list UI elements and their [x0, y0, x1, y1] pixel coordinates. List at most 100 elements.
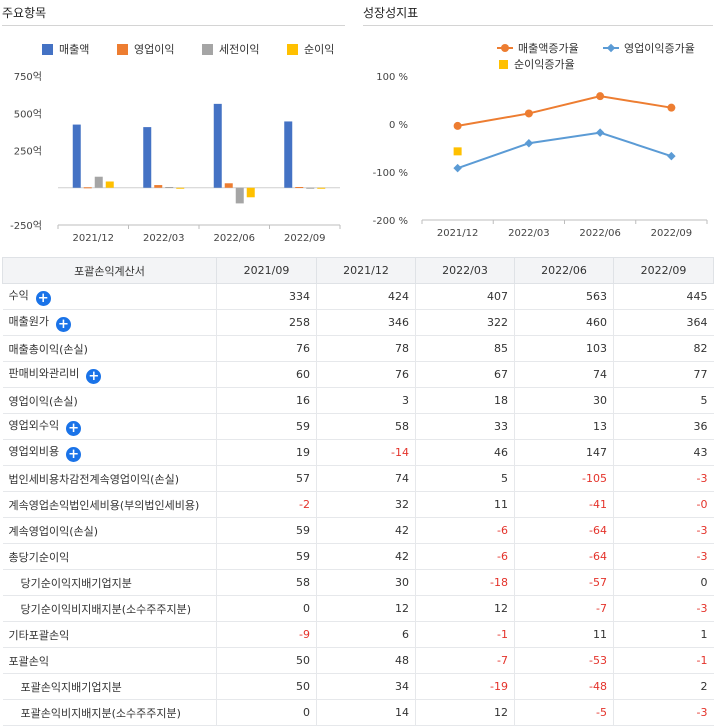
- value-cell: 58: [216, 569, 317, 596]
- table-row: 총당기순이익 59 42 -6 -64 -3: [2, 543, 714, 570]
- bar-sales[interactable]: [213, 103, 222, 188]
- bar-op-income[interactable]: [83, 187, 92, 189]
- expand-plus-icon[interactable]: +: [86, 369, 102, 384]
- value-cell: -1: [613, 647, 714, 674]
- bar-pretax[interactable]: [94, 176, 103, 188]
- value-cell: 16: [216, 387, 317, 414]
- row-label: 법인세비용차감전계속영업이익(손실): [8, 472, 180, 486]
- value-cell: 33: [415, 413, 515, 440]
- legend-sales-growth[interactable]: 매출액증가율: [497, 40, 579, 56]
- bar-net[interactable]: [317, 187, 326, 189]
- expand-plus-icon[interactable]: +: [35, 291, 51, 306]
- legend-net-growth[interactable]: 순이익증가율: [495, 56, 575, 72]
- row-label-cell: 당기순이익비지배지분(소수주주지분): [2, 595, 217, 622]
- value-cell: -6: [415, 517, 515, 544]
- value-cell: 59: [216, 543, 317, 570]
- value-cell: 74: [316, 465, 416, 492]
- legend-net[interactable]: 순이익: [287, 41, 334, 57]
- point-sales-growth[interactable]: [524, 109, 533, 118]
- bar-sales[interactable]: [284, 121, 293, 188]
- point-op-growth[interactable]: [453, 163, 462, 173]
- bar-net[interactable]: [176, 187, 185, 189]
- x-tick-label: 2021/12: [72, 233, 114, 244]
- value-cell: -3: [613, 595, 714, 622]
- bar-sales[interactable]: [143, 127, 152, 188]
- point-sales-growth[interactable]: [667, 103, 676, 112]
- value-cell: 147: [514, 439, 614, 466]
- value-cell: 57: [216, 465, 317, 492]
- x-tick-label: 2021/12: [437, 228, 479, 239]
- value-cell: 258: [216, 309, 317, 336]
- bar-pretax[interactable]: [235, 187, 244, 204]
- header-period: 2021/09: [216, 257, 317, 284]
- value-cell: 46: [415, 439, 515, 466]
- value-cell: 3: [316, 387, 416, 414]
- value-cell: -14: [316, 439, 416, 466]
- point-net-growth[interactable]: [453, 147, 462, 156]
- point-op-growth[interactable]: [667, 151, 676, 161]
- bar-net[interactable]: [246, 187, 255, 198]
- value-cell: 76: [316, 361, 416, 388]
- table-row: 법인세비용차감전계속영업이익(손실) 57 74 5 -105 -3: [2, 465, 714, 492]
- point-op-growth[interactable]: [595, 128, 605, 137]
- table-row: 포괄손익지배기업지분 50 34 -19 -48 2: [2, 673, 714, 700]
- value-cell: -64: [514, 517, 614, 544]
- legend-label-op-income: 영업이익: [134, 43, 175, 56]
- expand-plus-icon[interactable]: +: [55, 317, 71, 332]
- row-label: 매출원가: [8, 315, 49, 328]
- expand-plus-icon[interactable]: +: [66, 447, 82, 462]
- table-row: 계속영업이익(손실) 59 42 -6 -64 -3: [2, 517, 714, 544]
- row-label: 포괄손익: [8, 654, 49, 668]
- row-label-cell: 포괄손익비지배지분(소수주주지분): [2, 699, 217, 726]
- value-cell: 11: [415, 491, 515, 518]
- line-chart: -200 % -100 % 0 % 100 % 2021/12 2022/03 2022/0…: [373, 72, 708, 239]
- y-tick-label: -250억: [10, 220, 42, 232]
- value-cell: 5: [415, 465, 515, 492]
- table-row: 영업이익(손실) 16 3 18 30 5: [2, 387, 714, 414]
- value-cell: 563: [514, 283, 614, 310]
- header-period: 2021/12: [316, 257, 416, 284]
- right-chart-title: 성장성지표: [363, 6, 419, 20]
- legend-swatch-op-income: [117, 43, 128, 55]
- bar-net[interactable]: [105, 181, 114, 188]
- row-label: 영업외비용: [8, 445, 60, 458]
- point-op-growth[interactable]: [524, 138, 534, 148]
- legend-swatch-sales: [42, 43, 53, 55]
- table-row: 당기순이익지배기업지분 58 30 -18 -57 0: [2, 569, 714, 596]
- value-cell: -5: [514, 699, 614, 726]
- x-tick-label: 2022/06: [579, 228, 621, 239]
- value-cell: 50: [216, 673, 317, 700]
- bar-op-income[interactable]: [224, 183, 233, 188]
- bar-pretax[interactable]: [306, 187, 315, 189]
- point-sales-growth[interactable]: [596, 92, 605, 101]
- bar-op-income[interactable]: [154, 185, 163, 188]
- value-cell: 50: [216, 647, 317, 674]
- value-cell: -48: [514, 673, 614, 700]
- point-sales-growth[interactable]: [453, 121, 462, 130]
- bar-sales[interactable]: [72, 124, 81, 188]
- value-cell: 12: [316, 595, 416, 622]
- legend-label-net-growth: 순이익증가율: [514, 58, 575, 71]
- legend-op-growth[interactable]: 영업이익증가율: [603, 40, 695, 56]
- y-tick-label: 750억: [14, 71, 42, 83]
- value-cell: 1: [613, 621, 714, 648]
- value-cell: 14: [316, 699, 416, 726]
- value-cell: -3: [613, 699, 714, 726]
- bar-pretax[interactable]: [165, 187, 174, 189]
- expand-plus-icon[interactable]: +: [66, 421, 82, 436]
- row-label: 판매비와관리비: [8, 367, 80, 380]
- legend-label-sales: 매출액: [59, 43, 90, 56]
- legend-op-income[interactable]: 영업이익: [117, 41, 174, 57]
- y-tick-label: 100 %: [376, 72, 408, 83]
- legend-sales[interactable]: 매출액: [42, 41, 89, 57]
- bar-op-income[interactable]: [295, 187, 304, 189]
- left-chart-title: 주요항목: [2, 6, 47, 20]
- legend-pretax[interactable]: 세전이익: [202, 41, 259, 57]
- value-cell: -3: [613, 517, 714, 544]
- value-cell: 30: [514, 387, 614, 414]
- row-label-cell: 계속영업손익법인세비용(부의법인세비용): [2, 491, 217, 518]
- value-cell: 12: [415, 595, 515, 622]
- value-cell: 77: [613, 361, 714, 388]
- value-cell: 85: [415, 335, 515, 362]
- value-cell: 32: [316, 491, 416, 518]
